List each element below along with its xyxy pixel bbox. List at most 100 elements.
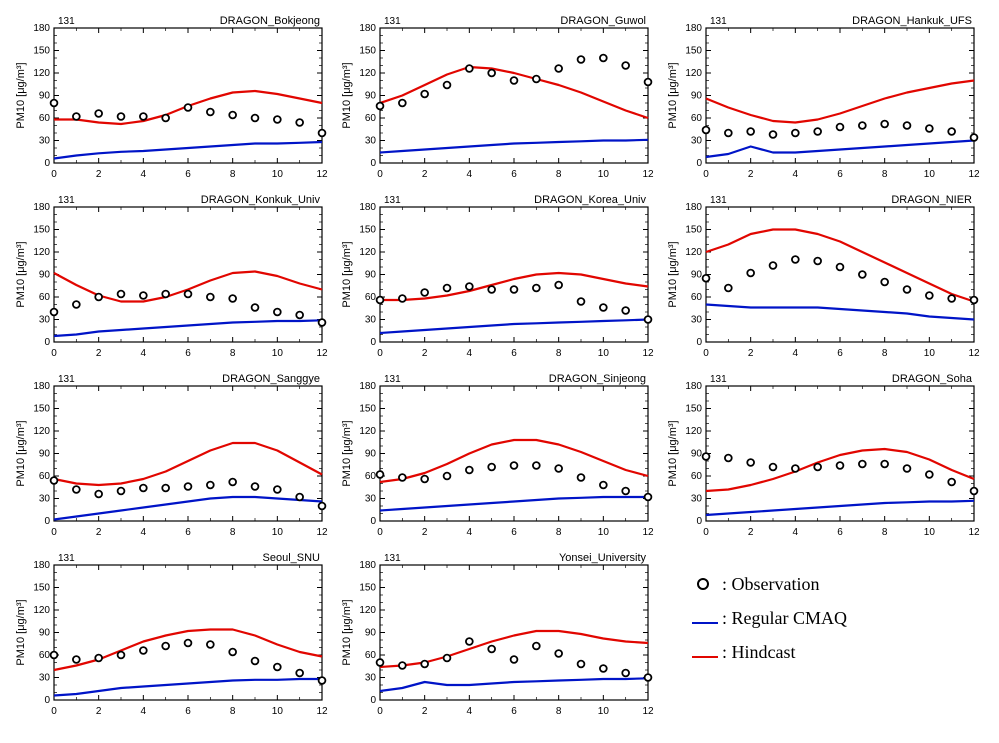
ytick-label: 150	[33, 46, 50, 57]
observation-marker	[555, 650, 562, 657]
chart-grid: 0306090120150180024681012PM10 [μg/m³]131…	[10, 10, 990, 722]
ytick-label: 90	[365, 270, 377, 281]
xtick-label: 2	[96, 169, 102, 180]
observation-marker	[578, 56, 585, 63]
observation-marker	[399, 474, 406, 481]
observation-marker	[622, 62, 629, 69]
xtick-label: 0	[703, 348, 709, 359]
regular-cmaq-line	[380, 320, 648, 334]
xtick-label: 6	[185, 169, 191, 180]
regular-cmaq-line	[54, 142, 322, 159]
ytick-label: 180	[359, 202, 376, 213]
observation-marker	[555, 465, 562, 472]
xtick-label: 2	[748, 169, 754, 180]
observation-marker	[162, 291, 169, 298]
xtick-label: 6	[837, 348, 843, 359]
y-axis-label: PM10 [μg/m³]	[341, 241, 353, 307]
xtick-label: 10	[598, 527, 610, 538]
xtick-label: 10	[272, 706, 284, 717]
observation-marker	[770, 262, 777, 269]
observation-marker	[533, 285, 540, 292]
ytick-label: 120	[33, 247, 50, 258]
observation-icon	[692, 567, 714, 601]
observation-marker	[229, 479, 236, 486]
observation-marker	[622, 307, 629, 314]
observation-marker	[859, 122, 866, 129]
ytick-label: 120	[33, 426, 50, 437]
xtick-label: 8	[882, 348, 888, 359]
ytick-label: 180	[33, 560, 50, 571]
xtick-label: 8	[556, 348, 562, 359]
observation-marker	[881, 461, 888, 468]
observation-marker	[229, 112, 236, 119]
observation-marker	[725, 285, 732, 292]
ytick-label: 90	[691, 270, 703, 281]
ytick-label: 150	[33, 404, 50, 415]
ytick-label: 30	[39, 673, 51, 684]
xtick-label: 0	[377, 527, 383, 538]
observation-marker	[837, 264, 844, 271]
ytick-label: 120	[685, 247, 702, 258]
observation-marker	[645, 494, 652, 501]
xtick-label: 6	[511, 169, 517, 180]
xtick-label: 0	[51, 169, 57, 180]
ytick-label: 180	[685, 202, 702, 213]
line-icon	[692, 601, 714, 635]
legend: : Observation: Regular CMAQ: Hindcast	[662, 547, 982, 722]
xtick-label: 10	[272, 348, 284, 359]
observation-marker	[421, 91, 428, 98]
observation-marker	[140, 485, 147, 492]
xtick-label: 0	[51, 706, 57, 717]
panel-title: DRAGON_NIER	[891, 194, 972, 206]
xtick-label: 10	[598, 706, 610, 717]
ytick-label: 0	[44, 516, 50, 527]
observation-marker	[792, 465, 799, 472]
ytick-label: 0	[44, 158, 50, 169]
xtick-label: 10	[598, 169, 610, 180]
observation-marker	[948, 295, 955, 302]
xtick-label: 8	[230, 706, 236, 717]
observation-marker	[162, 115, 169, 122]
ytick-label: 150	[359, 225, 376, 236]
observation-marker	[73, 113, 80, 120]
chart-panel: 0306090120150180024681012PM10 [μg/m³]131…	[10, 368, 330, 543]
observation-marker	[578, 661, 585, 668]
observation-marker	[837, 124, 844, 131]
hindcast-line	[380, 440, 648, 482]
observation-marker	[377, 659, 384, 666]
ytick-label: 90	[39, 628, 51, 639]
xtick-label: 2	[96, 348, 102, 359]
xtick-label: 2	[748, 348, 754, 359]
panel-title: DRAGON_Sanggye	[222, 373, 320, 385]
ytick-label: 180	[33, 23, 50, 34]
observation-marker	[466, 467, 473, 474]
legend-item: : Regular CMAQ	[692, 601, 982, 635]
observation-marker	[95, 491, 102, 498]
observation-marker	[73, 301, 80, 308]
regular-cmaq-line	[706, 501, 974, 515]
xtick-label: 6	[511, 527, 517, 538]
observation-marker	[814, 128, 821, 135]
ytick-label: 0	[44, 337, 50, 348]
xtick-label: 6	[185, 348, 191, 359]
observation-marker	[645, 79, 652, 86]
observation-marker	[185, 104, 192, 111]
observation-marker	[444, 285, 451, 292]
observation-marker	[421, 289, 428, 296]
ytick-label: 90	[39, 91, 51, 102]
ytick-label: 120	[359, 605, 376, 616]
observation-marker	[140, 292, 147, 299]
observation-marker	[770, 464, 777, 471]
regular-cmaq-line	[380, 497, 648, 511]
legend-item: : Hindcast	[692, 635, 982, 669]
observation-marker	[319, 503, 326, 510]
observation-marker	[926, 471, 933, 478]
observation-marker	[814, 258, 821, 265]
observation-marker	[51, 100, 58, 107]
y-axis-label: PM10 [μg/m³]	[15, 420, 27, 486]
panel-corner-label: 131	[384, 16, 401, 27]
chart-panel: 0306090120150180024681012PM10 [μg/m³]131…	[662, 10, 982, 185]
observation-marker	[466, 65, 473, 72]
ytick-label: 60	[365, 650, 377, 661]
legend-item: : Observation	[692, 567, 982, 601]
